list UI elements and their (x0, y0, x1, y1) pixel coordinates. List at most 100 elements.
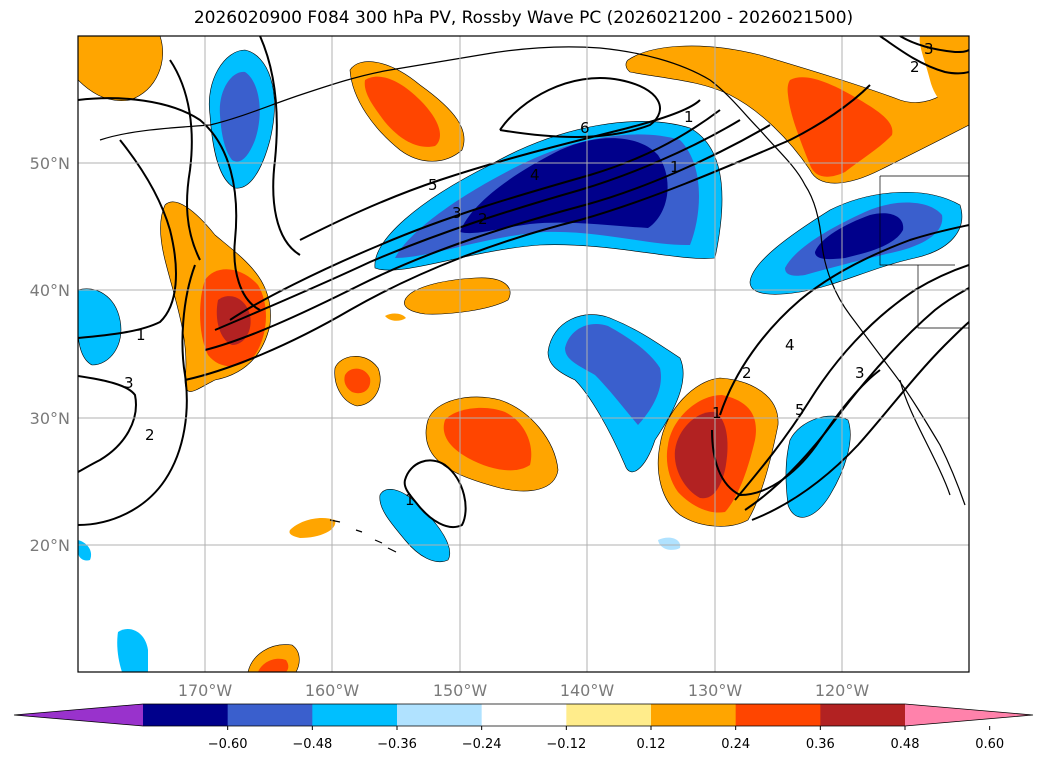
contour-3 (214, 119, 741, 331)
neg-region-small-a (117, 629, 148, 672)
contour-label: 3 (124, 374, 134, 392)
contour-2 (204, 124, 771, 351)
contour-upper-left (78, 97, 261, 311)
contour-label: 5 (795, 401, 805, 419)
contour-west-2 (78, 264, 196, 526)
pos-region-west-core (216, 296, 251, 345)
contour-label: 3 (452, 204, 462, 222)
contour-trough-4 (751, 321, 969, 521)
pos-region-northeast-core (787, 77, 893, 177)
neg-region-south-coast (785, 415, 851, 518)
colorbar-extend-low (14, 704, 143, 726)
lon-label-160w: 160°W (305, 681, 360, 700)
neg-region-central-core (565, 324, 661, 425)
pos-region-northwest-corner (78, 36, 163, 101)
colorbar-tick-label: −0.48 (292, 737, 332, 752)
lon-label-120w: 120°W (815, 681, 870, 700)
neg-region-small-b (658, 537, 681, 550)
contour-label: 1 (712, 404, 722, 422)
contour-west-3 (78, 375, 137, 473)
contour-5 (299, 99, 701, 241)
neg-region-west-edge (78, 288, 122, 366)
latitude-labels: 50°N 40°N 30°N 20°N (30, 154, 70, 555)
contour-label: 2 (910, 58, 920, 76)
contour-trough-2 (734, 264, 969, 501)
contour-label: 1 (670, 158, 680, 176)
contour-label: 3 (924, 40, 934, 58)
colorbar-tick-label: −0.60 (208, 737, 248, 752)
colorbar-tick-label: 0.12 (637, 737, 666, 752)
colorbar-extend-high (905, 704, 1033, 726)
contour-hawaii-loop (403, 459, 467, 528)
colorbar-segment (227, 704, 313, 726)
contour-label: 4 (530, 166, 540, 184)
alaska-coast (99, 46, 761, 141)
pos-region-south-central-core (443, 407, 532, 471)
lat-label-20n: 20°N (30, 536, 70, 555)
colorbar: −0.60 −0.48 −0.36 −0.24 −0.12 0.12 0.24 0.36 0.4… (13, 703, 1034, 752)
lon-label-170w: 170°W (178, 681, 233, 700)
colorbar-segment (566, 704, 652, 726)
pos-region-bottom-core (258, 658, 289, 672)
contour-upper-left-3 (169, 59, 201, 261)
colorbar-tick-label: −0.12 (546, 737, 586, 752)
contour-label: 3 (855, 364, 865, 382)
pos-region-tiny (385, 313, 406, 321)
colorbar-segment (481, 704, 567, 726)
colorbar-tick-label: −0.36 (377, 737, 417, 752)
colorbar-segment (312, 704, 398, 726)
contour-label: 1 (405, 491, 415, 509)
longitude-labels: 170°W 160°W 150°W 140°W 130°W 120°W (178, 681, 870, 700)
colorbar-tick-label: −0.24 (462, 737, 502, 752)
colorbar-segment (143, 704, 229, 726)
north-america-coast (759, 129, 966, 506)
contour-ne-2 (879, 36, 969, 75)
contour-label: 5 (428, 176, 438, 194)
map-border (77, 35, 970, 673)
contour-upper-left-2 (259, 36, 301, 256)
colorbar-segment (735, 704, 821, 726)
lon-label-130w: 130°W (688, 681, 743, 700)
contour-label: 4 (785, 336, 795, 354)
colorbar-tick-label: 0.48 (891, 737, 920, 752)
colorbar-tick-label: 0.36 (806, 737, 835, 752)
pos-region-hawaii-small (289, 518, 336, 538)
colorbar-segment (820, 704, 906, 726)
contour-labels: 6 5 4 3 2 1 1 3 2 1 1 2 4 5 3 2 3 1 (124, 40, 934, 509)
gridlines (78, 36, 969, 672)
pos-region-mid-blob-core (344, 368, 371, 394)
positive-anomalies (78, 36, 969, 672)
colorbar-segment (397, 704, 483, 726)
lat-label-50n: 50°N (30, 154, 70, 173)
contour-4 (229, 109, 721, 321)
hawaii-islands (329, 519, 397, 553)
lat-label-40n: 40°N (30, 281, 70, 300)
contour-label: 1 (684, 108, 694, 126)
colorbar-outline (13, 703, 1034, 727)
baja-coast (899, 379, 951, 496)
lat-label-30n: 30°N (30, 409, 70, 428)
neg-region-small-c (78, 540, 92, 561)
contour-ne-3 (899, 36, 969, 54)
pos-region-central-small (404, 277, 511, 315)
contour-1-top (184, 84, 871, 381)
pos-region-northeast-top (919, 36, 969, 120)
lon-label-140w: 140°W (560, 681, 615, 700)
pv-contours (78, 36, 969, 528)
colorbar-tick-label: 0.60 (975, 737, 1004, 752)
contour-trough-inner (711, 369, 881, 497)
contour-trough-1 (719, 224, 969, 416)
neg-region-west-coast-core (815, 213, 904, 260)
contour-6 (499, 77, 661, 138)
pos-region-trough-core (674, 411, 728, 499)
neg-region-hawaii (379, 488, 450, 562)
coastlines (99, 46, 969, 553)
lon-label-150w: 150°W (433, 681, 488, 700)
state-border-1 (879, 175, 969, 329)
contour-label: 6 (580, 119, 590, 137)
pos-region-alaska-core (364, 76, 440, 147)
colorbar-tick-label: 0.24 (721, 737, 750, 752)
contour-label: 1 (136, 326, 146, 344)
colorbar-segment (651, 704, 737, 726)
